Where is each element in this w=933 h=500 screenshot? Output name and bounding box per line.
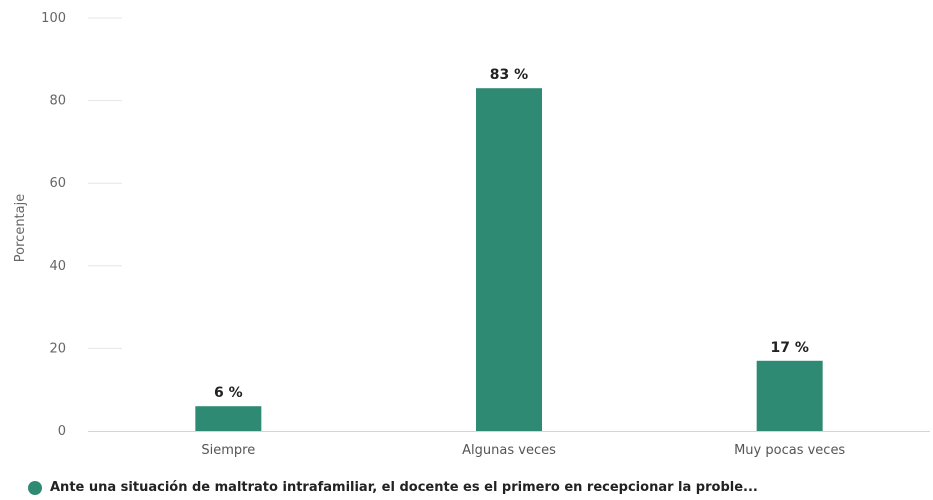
bars: [195, 88, 823, 432]
x-axis-categories: Siempre Algunas veces Muy pocas veces: [201, 443, 845, 458]
data-label: 6 %: [214, 385, 243, 401]
legend-label: Ante una situación de maltrato intrafami…: [50, 480, 758, 495]
data-label: 17 %: [770, 340, 808, 356]
y-tick-label: 0: [58, 424, 66, 439]
y-tick-label: 20: [49, 341, 66, 356]
data-labels: 6 % 83 % 17 %: [214, 67, 809, 401]
x-category-label: Siempre: [201, 443, 255, 458]
y-tick-label: 80: [49, 94, 66, 109]
bar[interactable]: [195, 406, 262, 431]
x-category-label: Muy pocas veces: [734, 443, 845, 458]
bar-chart: Porcentaje 0 20 40 60 80 100 6 % 83 % 17 % Siem…: [13, 11, 930, 458]
y-tick-label: 40: [49, 259, 66, 274]
bar[interactable]: [476, 88, 542, 432]
x-category-label: Algunas veces: [462, 443, 556, 458]
data-label: 83 %: [490, 67, 528, 83]
y-tick-label: 60: [49, 176, 66, 191]
bar[interactable]: [756, 360, 823, 431]
legend-marker-icon: [28, 480, 42, 495]
y-axis-ticks: 0 20 40 60 80 100: [41, 11, 66, 439]
gridlines: [88, 17, 122, 349]
y-tick-label: 100: [41, 11, 66, 26]
legend[interactable]: Ante una situación de maltrato intrafami…: [28, 480, 758, 495]
y-axis-label: Porcentaje: [13, 194, 28, 262]
